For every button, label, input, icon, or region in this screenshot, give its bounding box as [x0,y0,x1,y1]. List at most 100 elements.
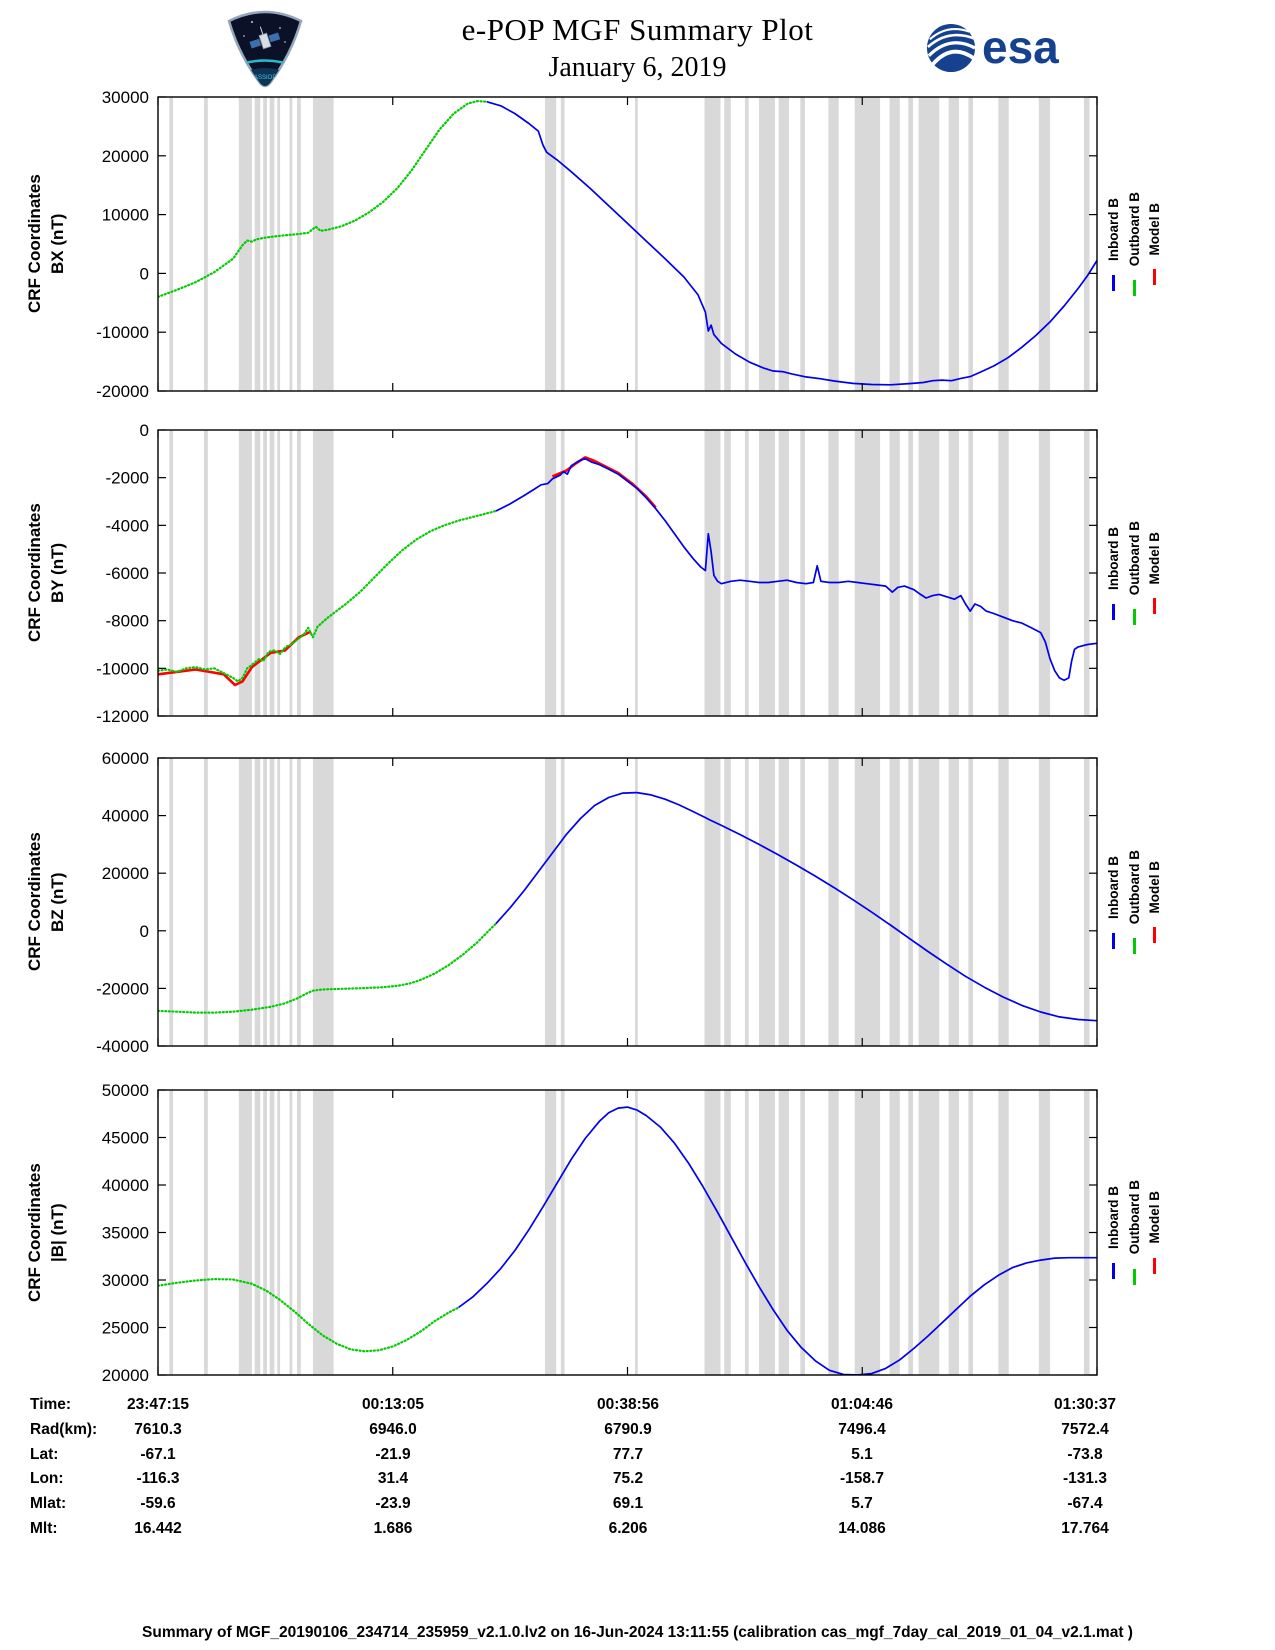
data-gap-band [778,1090,789,1375]
legend-entry: Model B [1147,1090,1162,1375]
chart-panel-bmag: 20000 25000 30000 35000 40000 45000 50000 [102,1081,1098,1385]
axis-table-cell: -116.3 [136,1470,180,1487]
data-gap-band [908,758,913,1046]
data-gap-band [263,97,267,391]
chart-panel-bx: -20000 -10000 0 10000 20000 30000 [96,88,1098,401]
data-gap-band [635,758,638,1046]
data-gap-band [889,97,900,391]
axis-table-cell: 5.1 [851,1446,873,1463]
data-gap-band [204,1090,208,1375]
data-gap-band [998,97,1009,391]
axis-table-cell: 75.2 [612,1470,644,1487]
legend-label: Model B [1147,860,1162,914]
axis-table-cell: -67.1 [140,1446,176,1463]
data-gap-band [759,1090,775,1375]
axis-table-cell: -67.4 [1067,1495,1103,1512]
legend-label: Model B [1147,202,1162,256]
data-gap-band [560,1090,565,1375]
header: e-POP MGF Summary Plot January 6, 2019 [0,12,1275,84]
legend-label: Inboard B [1106,1186,1121,1249]
data-gap-band [724,1090,731,1375]
axis-table-cell: 14.086 [838,1520,886,1537]
axis-table-cell: 7572.4 [1061,1421,1109,1438]
data-gap-band [238,430,252,716]
legend-line-sample [1153,269,1156,286]
data-gap-band [908,97,913,391]
y-tick-label: -6000 [106,564,149,583]
data-gap-band [204,758,208,1046]
series-inboard-b [486,100,1097,386]
chart-panel-by: -12000 -10000 -8000 -6000 -4000 -2000 0 [96,421,1098,726]
axis-table-cell: 23:47:15 [126,1396,190,1413]
axis-table-cell: 17.764 [1061,1520,1109,1537]
series-outboard-b [158,1278,460,1353]
data-gap-band [704,1090,721,1375]
axis-table-cell: 6790.9 [604,1421,652,1438]
y-tick-label: -8000 [106,612,149,631]
legend-entry: Inboard B [1106,430,1121,716]
axis-table-cell: -131.3 [1063,1470,1107,1487]
axis-table-cell: 01:04:46 [830,1396,894,1413]
data-gap-band [277,758,281,1046]
data-gap-band [948,97,959,391]
y-tick-label: 0 [140,421,149,440]
data-gap-band [544,430,557,716]
cassiope-mission-patch-icon: CASSIOPE [227,10,303,88]
data-gap-band [277,430,281,716]
data-gap-band [297,1090,301,1375]
data-gap-band [312,430,334,716]
legend-entry: Outboard B [1127,1090,1142,1375]
legend-entry: Model B [1147,430,1162,716]
data-gap-band [1038,1090,1051,1375]
data-gap-band [724,430,731,716]
axis-table-cell: 69.1 [612,1495,644,1512]
legend-panel-bmag: Inboard B Outboard B Model B [1106,1090,1162,1375]
data-gap-band [948,1090,959,1375]
y-tick-label: 45000 [102,1129,149,1148]
data-gap-band [744,758,749,1046]
data-gap-band [800,97,805,391]
data-gap-band [1038,97,1051,391]
series-outboard-b [158,922,498,1014]
legend-label: Outboard B [1126,191,1142,267]
y-tick-label: 40000 [102,1176,149,1195]
axis-table-row-label: Time: [30,1396,72,1413]
data-gap-band [289,758,293,1046]
data-gap-band [908,1090,913,1375]
legend-line-sample [1132,609,1136,626]
axis-table-cell: -23.9 [375,1495,411,1512]
data-gap-band [998,758,1009,1046]
data-gap-band [238,758,252,1046]
axis-table-row-label: Lat: [30,1446,59,1463]
data-gap-band [889,758,900,1046]
legend-entry: Inboard B [1106,97,1121,391]
data-gap-band [544,1090,557,1375]
data-gap-band [238,1090,252,1375]
data-gap-band [297,758,301,1046]
y-tick-label: 10000 [102,206,149,225]
axis-table-cell: -158.7 [840,1470,884,1487]
y-tick-label: 50000 [102,1081,149,1100]
y-tick-label: -10000 [96,323,149,342]
data-gap-band [968,1090,974,1375]
esa-logo: esa [926,23,1059,73]
data-gap-band [724,758,731,1046]
data-gap-band [204,430,208,716]
data-gap-band [254,758,261,1046]
series-model-b [551,456,657,509]
y-tick-label: 40000 [102,807,149,826]
data-gap-band [635,97,638,391]
axis-table-cell: 7610.3 [134,1421,182,1438]
data-gap-band [269,97,275,391]
data-gap-band [968,97,974,391]
axis-table-cell: 00:13:05 [361,1396,425,1413]
data-gap-band [968,430,974,716]
axis-table-cell: -59.6 [140,1495,176,1512]
legend-entry: Outboard B [1127,97,1142,391]
data-gap-band [778,97,789,391]
data-gap-band [778,758,789,1046]
data-gap-band [828,97,839,391]
legend-entry: Outboard B [1127,758,1142,1046]
data-gap-band [744,1090,749,1375]
plot-date: January 6, 2019 [548,52,727,83]
